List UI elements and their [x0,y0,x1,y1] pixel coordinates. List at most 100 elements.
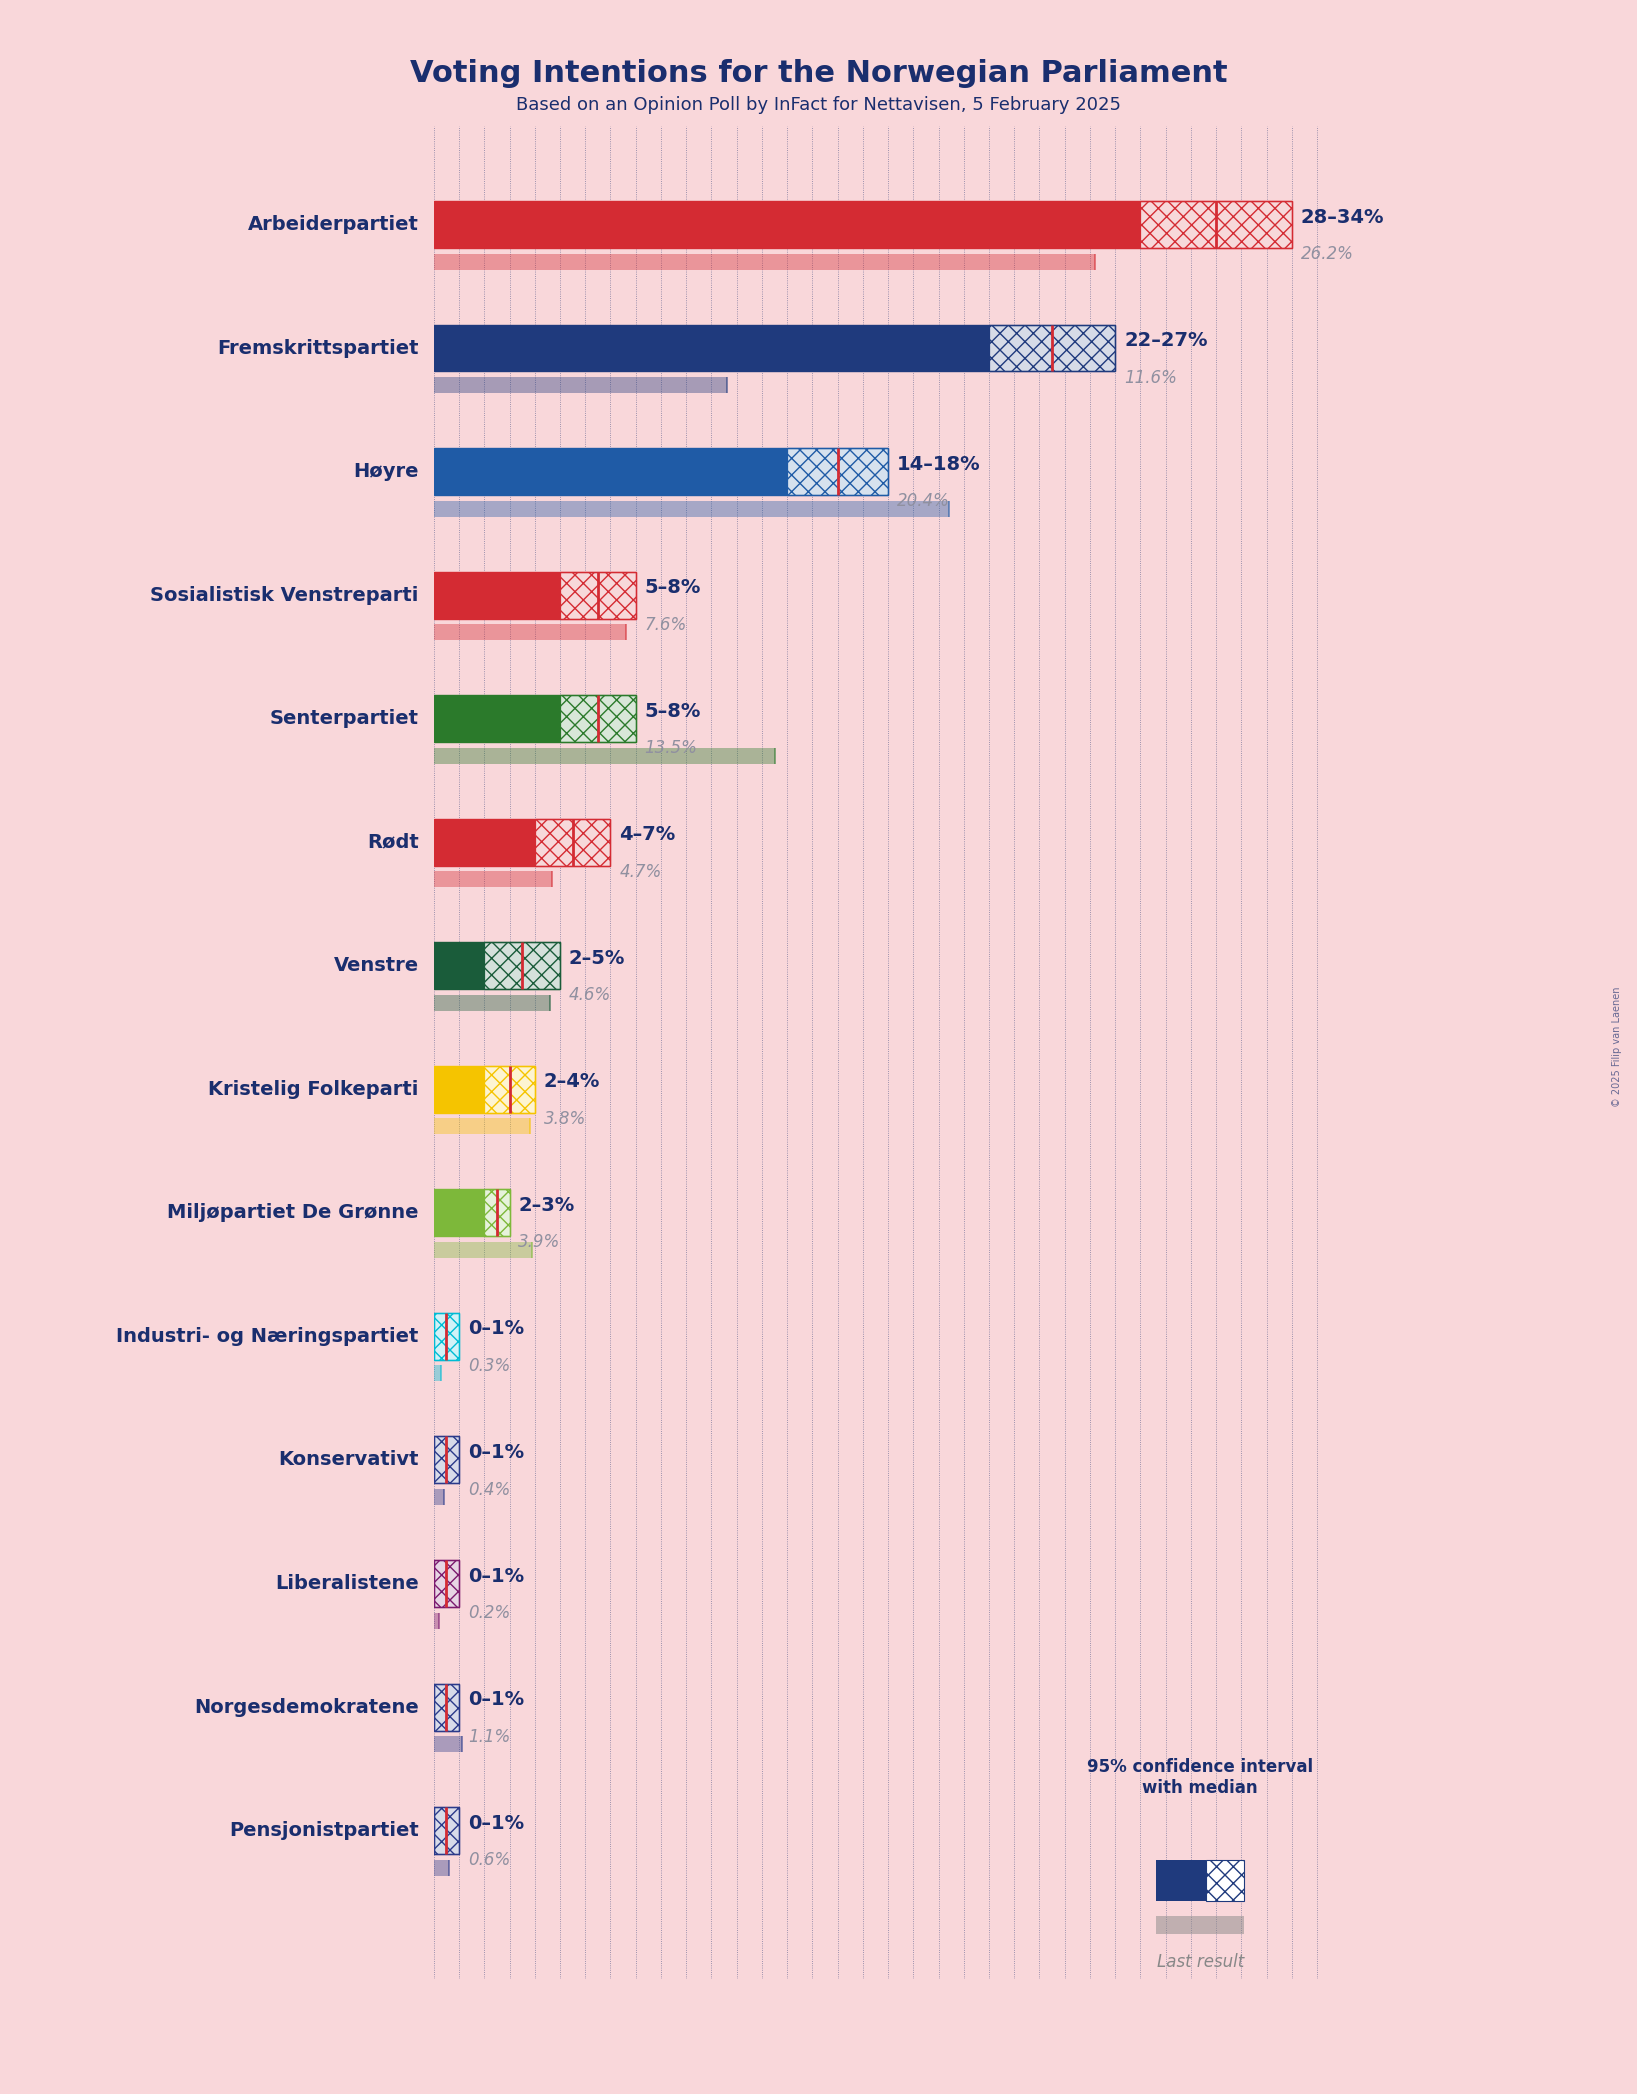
Text: Høyre: Høyre [354,463,419,482]
Text: 0–1%: 0–1% [468,1319,524,1338]
Bar [434,1612,439,1629]
Bar [434,1560,458,1606]
Bar [434,1684,458,1730]
Text: 1.1%: 1.1% [468,1728,511,1746]
Text: Arbeiderpartiet: Arbeiderpartiet [247,216,419,235]
Text: 0.4%: 0.4% [468,1480,511,1499]
Bar [535,819,611,865]
Bar [434,1560,458,1606]
Text: © 2025 Filip van Laenen: © 2025 Filip van Laenen [1612,986,1622,1108]
Text: Norgesdemokratene: Norgesdemokratene [193,1698,419,1717]
Text: 95% confidence interval
with median: 95% confidence interval with median [1087,1759,1313,1797]
Bar [434,748,774,764]
Bar [485,1189,509,1235]
Bar [434,819,611,865]
Text: Senterpartiet: Senterpartiet [270,710,419,729]
Bar [1141,201,1292,247]
Bar [485,1189,509,1235]
Bar [434,1560,458,1606]
Bar [434,995,550,1011]
Bar [434,572,635,618]
Bar [787,448,887,494]
Text: 13.5%: 13.5% [645,739,697,758]
Text: 26.2%: 26.2% [1301,245,1354,264]
Bar [434,325,989,371]
Text: 0.3%: 0.3% [468,1357,511,1376]
Text: Liberalistene: Liberalistene [275,1575,419,1594]
Text: 4–7%: 4–7% [619,825,676,844]
Text: 2–3%: 2–3% [519,1196,575,1215]
Bar [434,1807,458,1853]
Bar [434,1313,458,1359]
Bar [434,201,1292,247]
Text: Rødt: Rødt [367,833,419,852]
Bar [560,695,635,741]
Bar [434,572,560,618]
Bar [434,1365,442,1382]
Text: 11.6%: 11.6% [1125,369,1177,387]
Bar [434,1859,449,1876]
Bar [434,325,1115,371]
Text: 5–8%: 5–8% [645,701,701,720]
Bar [434,1436,458,1483]
Text: Venstre: Venstre [334,957,419,976]
Text: 4.6%: 4.6% [568,986,611,1005]
FancyBboxPatch shape [1206,1859,1244,1901]
Text: 0–1%: 0–1% [468,1690,524,1709]
Text: 14–18%: 14–18% [897,454,981,473]
Text: Based on an Opinion Poll by InFact for Nettavisen, 5 February 2025: Based on an Opinion Poll by InFact for N… [516,96,1121,113]
Bar [434,448,787,494]
Text: Konservativt: Konservativt [278,1451,419,1470]
Text: Fremskrittspartiet: Fremskrittspartiet [218,339,419,358]
Text: 5–8%: 5–8% [645,578,701,597]
Text: Voting Intentions for the Norwegian Parliament: Voting Intentions for the Norwegian Parl… [409,59,1228,88]
Text: 0–1%: 0–1% [468,1813,524,1832]
Bar [787,448,887,494]
FancyBboxPatch shape [1156,1859,1206,1901]
Bar [434,1807,458,1853]
Bar [434,695,560,741]
Bar [434,1189,485,1235]
Text: 0–1%: 0–1% [468,1566,524,1585]
Bar [989,325,1115,371]
Bar [434,500,949,517]
Text: 4.7%: 4.7% [619,863,661,882]
Text: 20.4%: 20.4% [897,492,949,511]
Bar [434,1436,458,1483]
FancyBboxPatch shape [1156,1916,1244,1935]
Bar [434,942,560,988]
Bar [434,1807,458,1853]
Text: 22–27%: 22–27% [1125,331,1208,350]
Bar [434,1118,530,1135]
Text: 2–4%: 2–4% [543,1072,601,1091]
Text: 0–1%: 0–1% [468,1443,524,1462]
Bar [1141,201,1292,247]
Bar [434,942,485,988]
Bar [434,1436,458,1483]
Text: Pensjonistpartiet: Pensjonistpartiet [229,1822,419,1841]
Text: 3.8%: 3.8% [543,1110,586,1129]
Bar [535,819,611,865]
Bar [434,1242,532,1258]
Bar [434,1736,462,1753]
Bar [535,819,611,865]
Bar [485,1066,535,1112]
Bar [560,572,635,618]
Bar [1141,201,1292,247]
Bar [434,201,1141,247]
Bar [485,1189,509,1235]
Bar [485,942,560,988]
Bar [485,1066,535,1112]
Bar [434,1066,535,1112]
Bar [434,1684,458,1730]
Bar [560,572,635,618]
Text: 7.6%: 7.6% [645,616,688,634]
Bar [989,325,1115,371]
Bar [434,1489,444,1506]
Bar [434,1436,458,1483]
Bar [434,1560,458,1606]
Text: Industri- og Næringspartiet: Industri- og Næringspartiet [116,1328,419,1346]
Text: 2–5%: 2–5% [568,949,625,967]
Bar [485,942,560,988]
Bar [434,1313,458,1359]
